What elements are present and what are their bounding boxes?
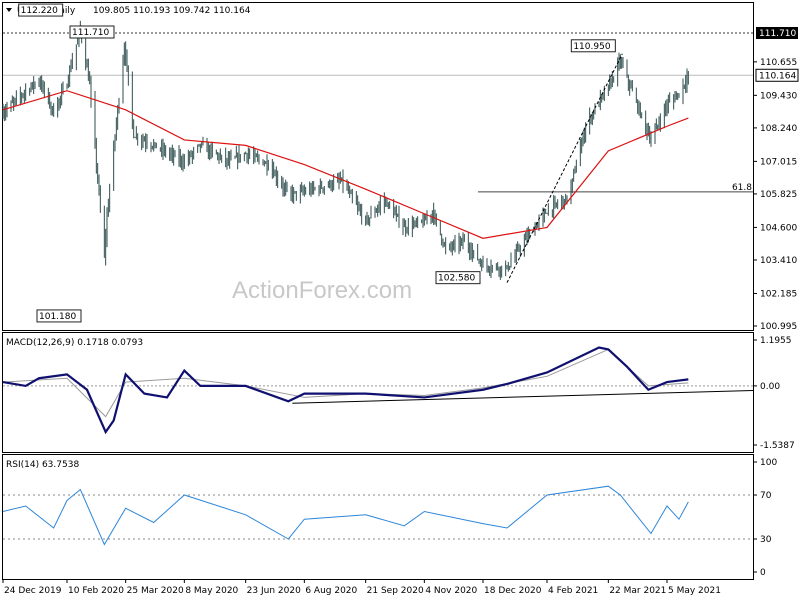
rsi-line	[2, 485, 689, 546]
x-tick-label: 23 Jun 2020	[247, 586, 301, 596]
price-panel-frame	[2, 2, 754, 331]
x-tick-label: 4 Nov 2020	[425, 586, 477, 596]
price-annotation-box	[36, 309, 82, 323]
price-annotation-box	[69, 25, 115, 39]
x-tick-label: 25 Mar 2020	[127, 586, 184, 596]
price-y-tick-label: 109.430	[760, 91, 797, 101]
price-annotation-box	[570, 39, 616, 53]
x-tick-label: 4 Feb 2021	[548, 586, 598, 596]
grid-layer	[2, 61, 757, 583]
price-annotation-box	[435, 271, 481, 285]
macd-y-tick-label: 0.00	[760, 382, 780, 392]
price-y-tick-label: 100.995	[760, 322, 797, 332]
labels-layer: 24 Dec 2019 10 Feb 2020 25 Mar 2020 8 May 2…	[4, 3, 799, 596]
ohlc-values: 109.805 110.193 109.742 110.164	[93, 6, 251, 16]
macd-signal-line	[2, 348, 689, 418]
price-y-tick-label: 110.655	[760, 58, 797, 68]
fib-618-label: 61.8	[732, 183, 752, 193]
macd-y-tick-label: 1.1955	[760, 336, 792, 346]
price-y-tick-label: 107.015	[760, 157, 797, 167]
macd-layer	[2, 346, 754, 435]
ref-price-box	[756, 27, 798, 39]
x-tick-label: 8 May 2020	[185, 586, 238, 596]
price-y-tick-label: 103.410	[760, 256, 797, 266]
current-price-label: 110.164	[759, 71, 796, 81]
price-annotation-label: 102.580	[438, 274, 475, 284]
x-tick-label: 10 Feb 2020	[68, 586, 124, 596]
x-tick-label: 18 Dec 2020	[484, 586, 542, 596]
price-annotation-label: 111.710	[72, 28, 109, 38]
price-y-tick-label: 108.240	[760, 124, 797, 134]
macd-title: MACD(12,26,9) 0.1718 0.0793	[6, 338, 143, 348]
price-annotation-label: 110.950	[573, 42, 610, 52]
x-tick-label: 6 Aug 2020	[305, 586, 357, 596]
price-annotation-box	[18, 3, 64, 17]
macd-panel-frame	[2, 332, 754, 453]
rsi-layer	[2, 485, 753, 546]
swing-dashed-line	[506, 53, 623, 283]
macd-trendline	[292, 390, 754, 404]
rsi-y-tick-label: 30	[760, 535, 772, 545]
x-tick-label: 5 May 2021	[668, 586, 721, 596]
price-annotation-label: 101.180	[39, 312, 76, 322]
price-annotation-label: 112.220	[21, 6, 58, 16]
macd-line	[2, 346, 689, 435]
price-y-tick-label: 105.825	[760, 190, 797, 200]
x-tick-label: 24 Dec 2019	[4, 586, 62, 596]
price-y-tick-label: 104.600	[760, 223, 797, 233]
rsi-y-tick-label: 70	[760, 491, 772, 501]
current-price-box	[755, 68, 799, 82]
x-tick-label: 22 Mar 2021	[609, 586, 666, 596]
price-y-tick-label: 102.185	[760, 289, 797, 299]
rsi-y-tick-label: 0	[760, 568, 766, 578]
moving-average-line	[2, 90, 689, 239]
x-tick-label: 21 Sep 2020	[367, 586, 424, 596]
symbol-dropdown-icon[interactable]	[6, 8, 12, 12]
rsi-y-tick-label: 100	[760, 458, 777, 468]
rsi-title: RSI(14) 63.7538	[6, 460, 79, 470]
rsi-panel-frame	[2, 454, 754, 580]
ref-price-label: 111.710	[759, 29, 796, 39]
macd-y-tick-label: -1.5387	[760, 441, 795, 451]
watermark: ActionForex.com	[232, 277, 412, 304]
price-layer	[2, 20, 753, 283]
